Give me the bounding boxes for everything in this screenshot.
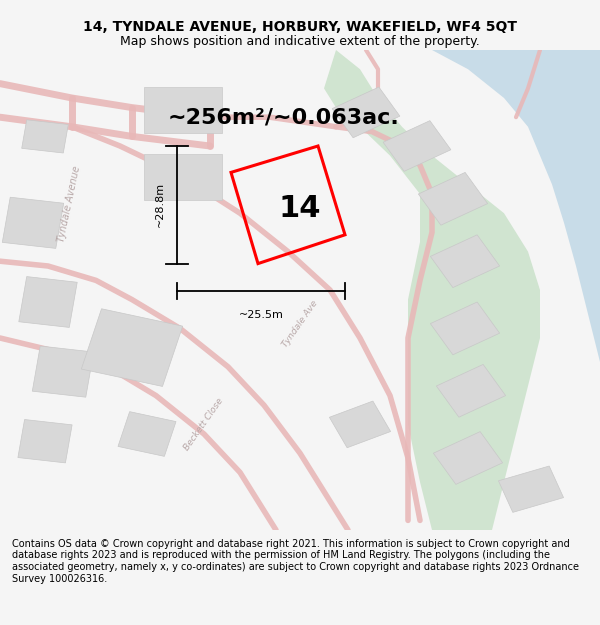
Polygon shape — [332, 87, 400, 138]
Polygon shape — [432, 50, 600, 362]
Polygon shape — [144, 154, 222, 200]
Polygon shape — [118, 412, 176, 456]
Polygon shape — [82, 309, 182, 386]
Text: Tyndale Ave: Tyndale Ave — [281, 299, 319, 349]
Polygon shape — [499, 466, 563, 512]
Polygon shape — [383, 121, 451, 171]
Text: 14: 14 — [279, 194, 321, 223]
Polygon shape — [2, 198, 64, 248]
Polygon shape — [144, 88, 222, 132]
Polygon shape — [430, 235, 500, 288]
Text: ~28.8m: ~28.8m — [155, 182, 165, 228]
Text: Beckett Close: Beckett Close — [182, 396, 226, 452]
Polygon shape — [19, 277, 77, 328]
Text: 14, TYNDALE AVENUE, HORBURY, WAKEFIELD, WF4 5QT: 14, TYNDALE AVENUE, HORBURY, WAKEFIELD, … — [83, 20, 517, 34]
Polygon shape — [418, 173, 488, 225]
Polygon shape — [32, 346, 94, 397]
Text: ~25.5m: ~25.5m — [239, 310, 283, 320]
Polygon shape — [18, 419, 72, 463]
Polygon shape — [329, 401, 391, 448]
Polygon shape — [324, 50, 540, 530]
Text: Tyndale Avenue: Tyndale Avenue — [56, 164, 82, 242]
Text: Map shows position and indicative extent of the property.: Map shows position and indicative extent… — [120, 35, 480, 48]
Text: ~256m²/~0.063ac.: ~256m²/~0.063ac. — [168, 107, 400, 127]
Polygon shape — [430, 302, 500, 355]
Text: Contains OS data © Crown copyright and database right 2021. This information is : Contains OS data © Crown copyright and d… — [12, 539, 579, 584]
Polygon shape — [22, 120, 68, 153]
Polygon shape — [433, 432, 503, 484]
Polygon shape — [436, 364, 506, 418]
